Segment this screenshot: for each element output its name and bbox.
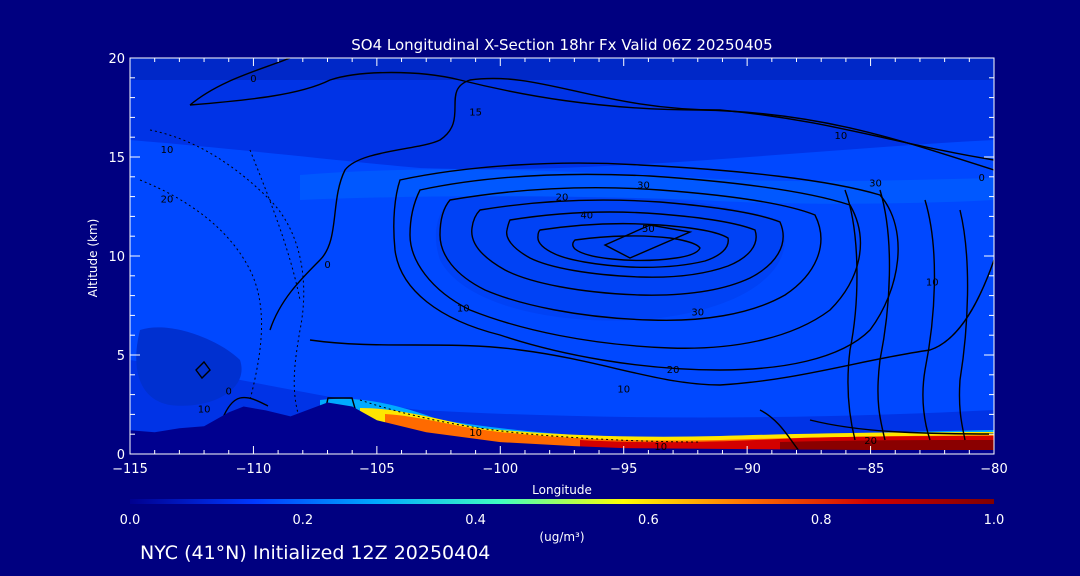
y-tick-label: 10 [108,250,125,265]
field-upper-band [130,58,994,80]
dotted-contour [249,149,301,301]
contour-label: 30 [637,181,650,192]
contour-label: 20 [556,193,569,204]
x-axis-label: Longitude [532,483,592,497]
footer-caption: NYC (41°N) Initialized 12Z 20250404 [140,542,491,564]
contour-line [877,189,891,441]
contour-line [471,199,784,296]
colorbar [130,499,994,504]
colorbar-tick-label: 0.2 [292,513,313,528]
contour-label: 10 [654,442,667,453]
contour-label: 10 [835,131,848,142]
contour-label: 10 [161,145,174,156]
contour-label: 20 [161,195,174,206]
field-dark-cell [136,327,242,406]
colorbar-tick-label: 0.4 [465,513,486,528]
contour-line [393,162,899,371]
x-tick-label: −90 [733,462,760,477]
colorbar-tick-label: 0.8 [811,513,832,528]
field-plume-darkred [780,440,994,452]
contour-line [958,209,969,441]
contour-label: 50 [642,224,655,235]
y-tick-label: 0 [117,448,125,463]
contour-line [505,211,757,278]
contour-label: 40 [580,210,593,221]
contour-line [603,224,693,259]
contour-label: 0 [226,387,232,398]
contour-line [844,189,858,441]
contour-line [759,409,801,453]
contour-labels: 0 0 0 0 10 10 10 10 10 10 10 10 15 20 20 20 20 30 30 30 40 50 [161,74,985,453]
colorbar-tick-label: 0.6 [638,513,659,528]
contour-label: 10 [457,303,470,314]
dotted-contour [139,179,263,401]
x-tick-label: −80 [980,462,1007,477]
contour-line [922,199,936,441]
axes: −115 −110 −105 −100 −95 −90 −85 −80 0 5 10 15 20 [108,52,1007,477]
terrain [130,402,994,454]
contour-line [189,58,291,106]
contour-line [572,235,701,262]
contour-label: 0 [324,260,330,271]
dotted-contour [149,129,305,421]
x-tick-label: −100 [482,462,518,477]
field-core-blob [435,192,785,321]
contour-label: 10 [469,428,482,439]
plot-area: 0 0 0 0 10 10 10 10 10 10 10 10 15 20 20 20 20 30 30 30 40 50 [130,58,994,454]
contour-label: 30 [869,179,882,190]
x-tick-label: −85 [857,462,884,477]
dotted-contour [359,399,701,443]
y-tick-label: 15 [108,151,125,166]
contour-line [195,360,211,380]
contour-line [809,419,994,435]
colorbar-units: (ug/m³) [539,530,584,544]
colorbar-tick-label: 0.0 [120,513,141,528]
contour-line [537,222,729,269]
contour-label: 10 [198,404,211,415]
y-tick-label: 20 [108,52,125,67]
contour-line [269,77,994,331]
colorbar-ticks: 0.0 0.2 0.4 0.6 0.8 1.0 [120,513,1005,528]
contour-line [439,187,822,322]
y-axis-label: Altitude (km) [86,219,100,298]
x-tick-label: −110 [236,462,272,477]
x-tick-label: −115 [112,462,148,477]
contours [189,58,994,453]
x-tick-label: −105 [359,462,395,477]
contour-line [189,71,994,171]
contour-label: 10 [617,385,630,396]
x-tick-label: −95 [610,462,637,477]
contour-label: 20 [864,436,877,447]
contour-label: 0 [250,74,256,85]
dotted-contours [139,129,701,443]
colorbar-tick-label: 1.0 [984,513,1005,528]
contour-label: 30 [691,307,704,318]
contour-line [409,173,862,349]
contour-label: 0 [979,173,985,184]
chart-title: SO4 Longitudinal X-Section 18hr Fx Valid… [351,36,772,54]
contour-line [221,396,269,421]
y-tick-label: 5 [117,349,125,364]
contour-line [309,259,994,386]
contour-label: 15 [469,107,482,118]
field-upper-cyan-band [300,169,994,204]
contour-label: 10 [926,278,939,289]
contour-label: 20 [667,365,680,376]
